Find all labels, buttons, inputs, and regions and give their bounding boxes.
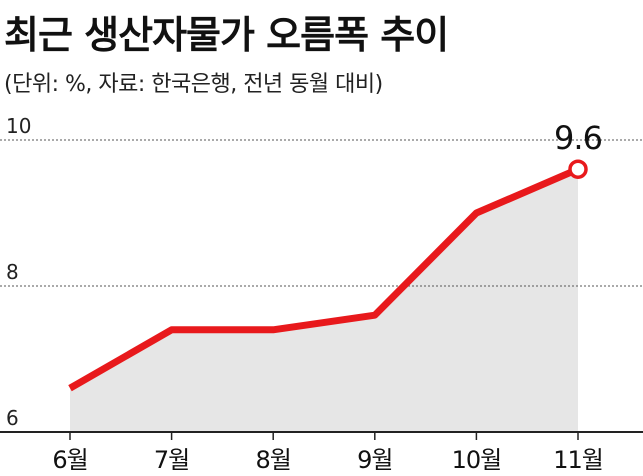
chart-subtitle: (단위: %, 자료: 한국은행, 전년 동월 대비): [4, 72, 383, 97]
x-tick-label-3: 9월: [357, 446, 392, 474]
x-tick-label-2: 8월: [256, 446, 291, 474]
chart-title: 최근 생산자물가 오름폭 추이: [4, 13, 449, 57]
data-point-last: [568, 159, 588, 179]
x-tick-label-1: 7월: [154, 446, 189, 474]
y-tick-label-10: 10: [6, 114, 31, 138]
x-tick-label-0: 6월: [52, 446, 87, 474]
y-tick-label-8: 8: [6, 260, 19, 284]
data-label-last: 9.6: [554, 119, 602, 157]
series-line: [68, 165, 580, 392]
area-fill: [70, 169, 578, 432]
x-tick-label-4: 10월: [452, 446, 502, 474]
x-tick-label-5: 11월: [553, 446, 603, 474]
y-tick-label-6: 6: [6, 406, 19, 430]
